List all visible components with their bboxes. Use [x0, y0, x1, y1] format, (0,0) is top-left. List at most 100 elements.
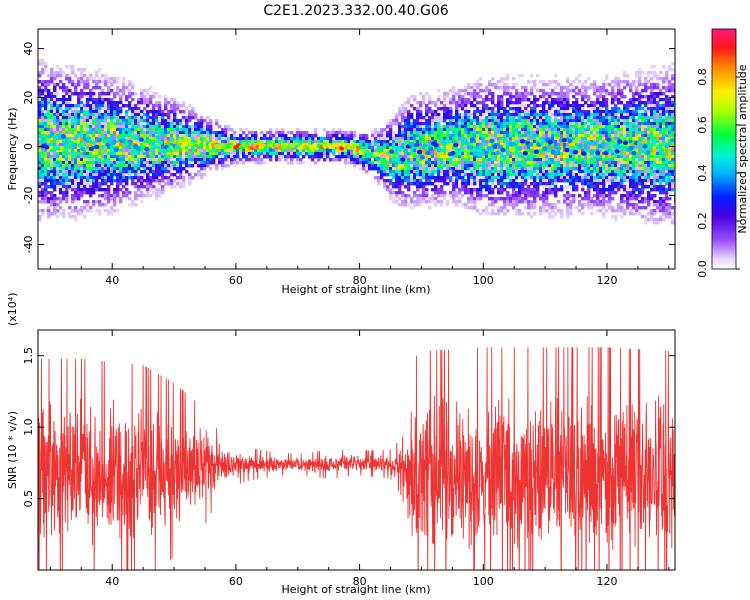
heatmap-cell	[38, 161, 42, 165]
heatmap-cell	[407, 110, 411, 114]
heatmap-cell	[41, 179, 45, 183]
heatmap-cell	[551, 137, 555, 141]
heatmap-cell	[503, 110, 507, 114]
heatmap-cell	[509, 98, 513, 102]
heatmap-cell	[584, 122, 588, 126]
heatmap-cell	[128, 152, 132, 156]
heatmap-cell	[536, 176, 540, 180]
heatmap-cell	[458, 137, 462, 141]
heatmap-cell	[422, 146, 426, 150]
heatmap-cell	[176, 101, 180, 105]
heatmap-cell	[398, 140, 402, 144]
heatmap-cell	[455, 161, 459, 165]
heatmap-cell	[533, 146, 537, 150]
heatmap-cell	[281, 128, 285, 132]
heatmap-cell	[317, 149, 321, 153]
heatmap-cell	[173, 140, 177, 144]
heatmap-cell	[248, 131, 252, 135]
heatmap-cell	[398, 122, 402, 126]
heatmap-cell	[209, 140, 213, 144]
heatmap-cell	[551, 80, 555, 84]
heatmap-cell	[71, 131, 75, 135]
heatmap-cell	[92, 86, 96, 90]
heatmap-cell	[248, 137, 252, 141]
heatmap-cell	[128, 122, 132, 126]
heatmap-cell	[503, 107, 507, 111]
heatmap-cell	[584, 116, 588, 120]
heatmap-cell	[98, 152, 102, 156]
heatmap-cell	[56, 65, 60, 69]
heatmap-cell	[146, 125, 150, 129]
heatmap-cell	[551, 131, 555, 135]
heatmap-cell	[125, 134, 129, 138]
heatmap-cell	[440, 119, 444, 123]
heatmap-cell	[53, 110, 57, 114]
heatmap-cell	[41, 119, 45, 123]
heatmap-cell	[38, 62, 42, 66]
heatmap-cell	[83, 131, 87, 135]
heatmap-cell	[521, 86, 525, 90]
heatmap-cell	[98, 113, 102, 117]
heatmap-cell	[89, 164, 93, 168]
heatmap-cell	[308, 149, 312, 153]
heatmap-cell	[533, 122, 537, 126]
heatmap-cell	[536, 89, 540, 93]
heatmap-cell	[494, 176, 498, 180]
heatmap-cell	[464, 110, 468, 114]
heatmap-cell	[206, 125, 210, 129]
heatmap-cell	[74, 146, 78, 150]
heatmap-cell	[197, 164, 201, 168]
heatmap-cell	[140, 134, 144, 138]
heatmap-cell	[245, 137, 249, 141]
heatmap-cell	[599, 134, 603, 138]
heatmap-cell	[230, 134, 234, 138]
heatmap-cell	[161, 164, 165, 168]
heatmap-cell	[596, 203, 600, 207]
heatmap-cell	[254, 134, 258, 138]
heatmap-cell	[53, 212, 57, 216]
heatmap-cell	[488, 119, 492, 123]
heatmap-cell	[83, 164, 87, 168]
heatmap-cell	[530, 122, 534, 126]
heatmap-cell	[206, 158, 210, 162]
heatmap-cell	[503, 161, 507, 165]
heatmap-cell	[602, 206, 606, 210]
heatmap-cell	[122, 173, 126, 177]
heatmap-cell	[362, 134, 366, 138]
heatmap-cell	[56, 179, 60, 183]
heatmap-cell	[116, 170, 120, 174]
heatmap-cell	[437, 155, 441, 159]
heatmap-cell	[122, 158, 126, 162]
heatmap-cell	[413, 173, 417, 177]
heatmap-cell	[488, 191, 492, 195]
heatmap-cell	[221, 131, 225, 135]
heatmap-cell	[554, 170, 558, 174]
heatmap-cell	[524, 116, 528, 120]
heatmap-cell	[545, 161, 549, 165]
heatmap-cell	[278, 158, 282, 162]
heatmap-cell	[56, 137, 60, 141]
heatmap-cell	[554, 107, 558, 111]
heatmap-cell	[182, 155, 186, 159]
heatmap-cell	[89, 170, 93, 174]
heatmap-cell	[455, 155, 459, 159]
heatmap-cell	[50, 98, 54, 102]
heatmap-cell	[152, 164, 156, 168]
heatmap-cell	[146, 116, 150, 120]
heatmap-cell	[548, 191, 552, 195]
heatmap-cell	[47, 209, 51, 213]
heatmap-cell	[599, 89, 603, 93]
heatmap-cell	[413, 194, 417, 198]
heatmap-cell	[563, 131, 567, 135]
heatmap-cell	[122, 83, 126, 87]
heatmap-cell	[413, 158, 417, 162]
heatmap-cell	[101, 101, 105, 105]
heatmap-cell	[590, 161, 594, 165]
heatmap-cell	[560, 209, 564, 213]
heatmap-cell	[107, 176, 111, 180]
heatmap-cell	[581, 134, 585, 138]
heatmap-cell	[530, 161, 534, 165]
heatmap-cell	[119, 95, 123, 99]
heatmap-cell	[248, 158, 252, 162]
heatmap-cell	[113, 209, 117, 213]
